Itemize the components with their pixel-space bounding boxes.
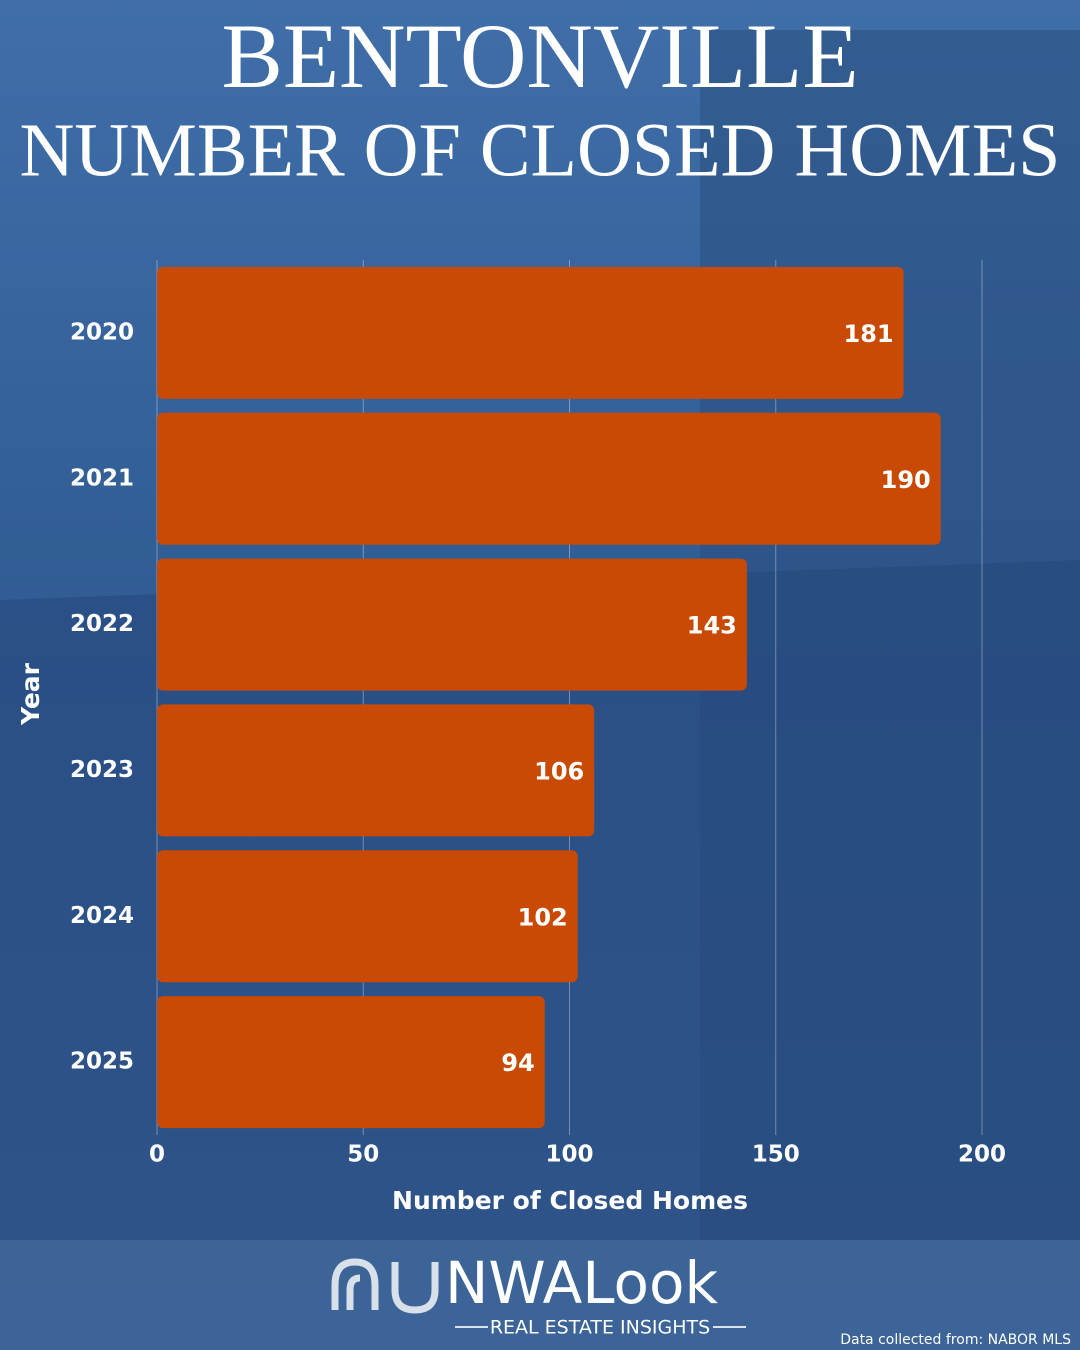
logo-tagline: REAL ESTATE INSIGHTS — [490, 1317, 710, 1339]
y-tick-label: 2024 — [70, 903, 134, 929]
x-tick-label: 50 — [347, 1142, 379, 1168]
source-note: Data collected from: NABOR MLS — [840, 1332, 1071, 1348]
ground — [0, 1240, 1080, 1350]
chart-subtitle: NUMBER OF CLOSED HOMES — [20, 108, 1061, 192]
chart-title: BENTONVILLE — [221, 5, 858, 107]
logo-name: NWALook — [445, 1249, 719, 1317]
y-axis-label: Year — [16, 662, 45, 726]
y-tick-label: 2023 — [70, 757, 134, 783]
y-tick-label: 2022 — [70, 611, 134, 637]
x-tick-label: 0 — [149, 1142, 165, 1168]
x-tick-label: 100 — [545, 1142, 593, 1168]
data-label: 181 — [844, 320, 894, 348]
bar — [157, 266, 904, 399]
bar — [157, 412, 941, 545]
data-label: 94 — [501, 1049, 534, 1077]
y-tick-label: 2020 — [70, 319, 134, 345]
bar — [157, 996, 545, 1129]
x-tick-label: 200 — [958, 1142, 1006, 1168]
x-tick-label: 150 — [752, 1142, 800, 1168]
bar — [157, 558, 747, 691]
logo-mark — [331, 1258, 439, 1314]
x-axis-label: Number of Closed Homes — [392, 1186, 748, 1215]
bar — [157, 850, 578, 983]
y-tick-label: 2025 — [70, 1049, 134, 1075]
y-tick-label: 2021 — [70, 465, 134, 491]
data-label: 143 — [687, 612, 737, 640]
data-label: 106 — [534, 757, 584, 785]
data-label: 190 — [881, 466, 931, 494]
bar — [157, 704, 595, 837]
data-label: 102 — [518, 903, 568, 931]
logo: NWALook REAL ESTATE INSIGHTS — [331, 1249, 746, 1339]
